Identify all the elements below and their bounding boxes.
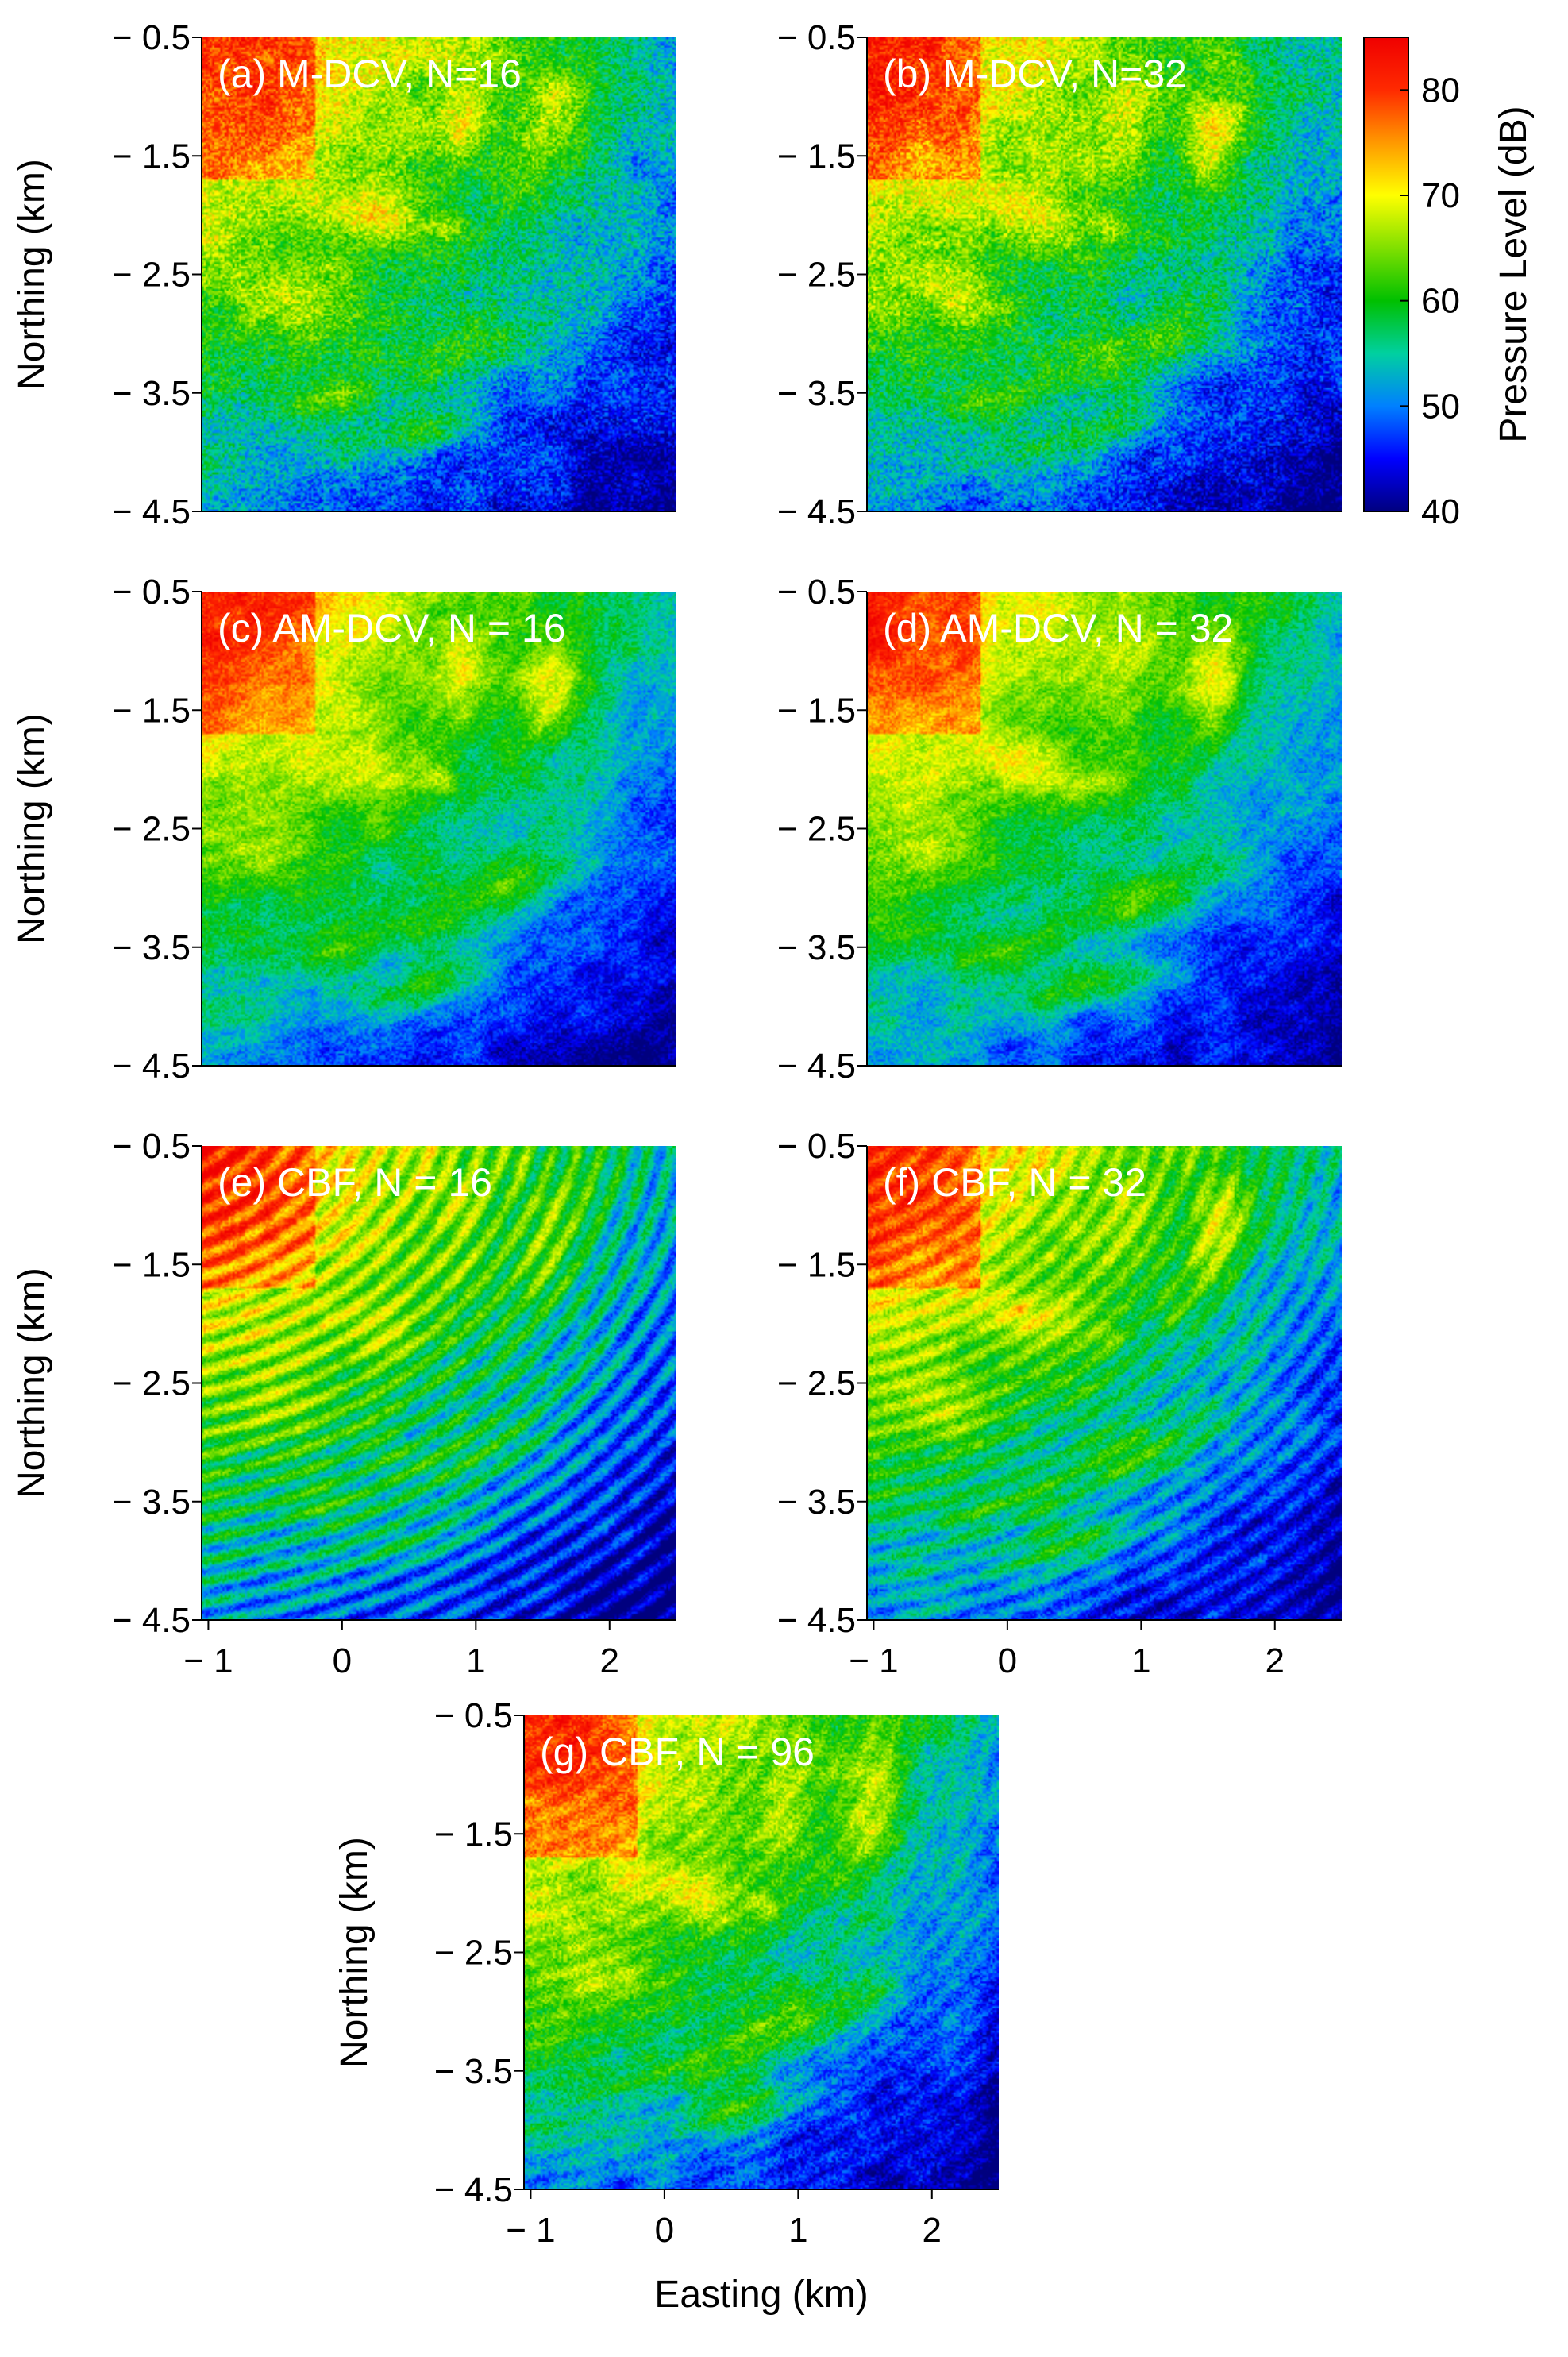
panel-f: (f) CBF, N = 32 − 0.5 − 1.5 − 2.5 − 3.5 − 4.5… — [777, 1127, 1342, 1680]
y-tick-label-b: − 4.5 — [777, 492, 856, 531]
y-tick-label-g: − 4.5 — [434, 2170, 513, 2209]
colorbar-tick-label: 60 — [1421, 282, 1460, 321]
panel-b: (b) M-DCV, N=32 − 0.5 − 1.5 − 2.5 − 3.5 − 4.5 — [777, 18, 1342, 531]
colorbar-label: Pressure Level (dB) — [1493, 106, 1535, 442]
y-tick-label-a: − 1.5 — [112, 137, 191, 176]
y-tick-label-e: − 4.5 — [112, 1601, 191, 1640]
heatmap-image-e — [202, 1146, 676, 1620]
panel-d: (d) AM-DCV, N = 32 − 0.5 − 1.5 − 2.5 − 3.5 − … — [777, 573, 1342, 1086]
x-tick-label-e: 2 — [600, 1641, 619, 1680]
colorbar: 80 70 60 50 40 Pressure Level (dB) — [1363, 37, 1535, 531]
x-tick-label-e: 1 — [466, 1641, 485, 1680]
panel-title-d: (d) AM-DCV, N = 32 — [883, 606, 1233, 650]
y-tick-label-c: − 2.5 — [112, 810, 191, 849]
y-tick-label-f: − 4.5 — [777, 1601, 856, 1640]
y-tick-label-e: − 3.5 — [112, 1483, 191, 1522]
y-tick-label-f: − 3.5 — [777, 1483, 856, 1522]
colorbar-tick-label: 80 — [1421, 71, 1460, 110]
heatmap-image-b — [867, 37, 1342, 511]
x-tick-label-f: − 1 — [849, 1641, 898, 1680]
colorbar-gradient — [1363, 37, 1409, 512]
heatmap-image-c — [202, 592, 676, 1066]
y-tick-label-b: − 2.5 — [777, 256, 856, 295]
panel-g: (g) CBF, N = 96 − 0.5 − 1.5 − 2.5 − 3.5 − 4.5… — [333, 1696, 999, 2316]
y-tick-label-g: − 1.5 — [434, 1815, 513, 1854]
y-tick-label-b: − 3.5 — [777, 374, 856, 413]
panel-title-b: (b) M-DCV, N=32 — [883, 52, 1187, 96]
x-tick-label-e: − 1 — [183, 1641, 233, 1680]
y-tick-label-f: − 2.5 — [777, 1364, 856, 1403]
y-tick-label-c: − 3.5 — [112, 928, 191, 967]
y-tick-label-d: − 0.5 — [777, 573, 856, 611]
y-tick-label-g: − 0.5 — [434, 1696, 513, 1735]
x-tick-label-g: − 1 — [506, 2211, 555, 2250]
panel-a: (a) M-DCV, N=16 − 0.5 − 1.5 − 2.5 − 3.5 − 4.5… — [11, 18, 676, 531]
panel-title-f: (f) CBF, N = 32 — [883, 1160, 1146, 1205]
x-tick-label-g: 1 — [788, 2211, 807, 2250]
y-tick-label-a: − 0.5 — [112, 18, 191, 57]
y-axis-label-g: Northing (km) — [333, 1837, 376, 2068]
y-tick-label-d: − 3.5 — [777, 928, 856, 967]
y-tick-label-f: − 1.5 — [777, 1245, 856, 1284]
y-tick-label-b: − 1.5 — [777, 137, 856, 176]
panel-c: (c) AM-DCV, N = 16 − 0.5 − 1.5 − 2.5 − 3.5 − … — [11, 573, 676, 1086]
y-axis-label-c: Northing (km) — [11, 713, 53, 944]
y-tick-label-d: − 2.5 — [777, 810, 856, 849]
y-tick-label-a: − 4.5 — [112, 492, 191, 531]
x-tick-label-f: 1 — [1131, 1641, 1150, 1680]
y-tick-label-d: − 1.5 — [777, 691, 856, 730]
panels: (a) M-DCV, N=16 − 0.5 − 1.5 − 2.5 − 3.5 − 4.5… — [11, 18, 1342, 2316]
y-tick-label-a: − 3.5 — [112, 374, 191, 413]
x-tick-label-e: 0 — [333, 1641, 352, 1680]
y-tick-label-c: − 4.5 — [112, 1047, 191, 1086]
y-tick-label-e: − 1.5 — [112, 1245, 191, 1284]
y-axis-label-e: Northing (km) — [11, 1267, 53, 1499]
heatmap-image-a — [202, 37, 676, 511]
x-tick-label-g: 0 — [655, 2211, 674, 2250]
panel-title-g: (g) CBF, N = 96 — [540, 1730, 815, 1774]
panel-title-c: (c) AM-DCV, N = 16 — [218, 606, 566, 650]
colorbar-tick-label: 50 — [1421, 387, 1460, 426]
y-tick-label-g: − 3.5 — [434, 2052, 513, 2091]
y-tick-label-c: − 1.5 — [112, 691, 191, 730]
x-tick-label-f: 2 — [1266, 1641, 1285, 1680]
y-tick-label-g: − 2.5 — [434, 1934, 513, 1973]
y-tick-label-e: − 0.5 — [112, 1127, 191, 1166]
panel-title-e: (e) CBF, N = 16 — [218, 1160, 492, 1205]
colorbar-tick-label: 40 — [1421, 492, 1460, 531]
y-tick-label-c: − 0.5 — [112, 573, 191, 611]
panel-e: (e) CBF, N = 16 − 0.5 − 1.5 − 2.5 − 3.5 − 4.5… — [11, 1127, 676, 1680]
y-tick-label-b: − 0.5 — [777, 18, 856, 57]
colorbar-tick-label: 70 — [1421, 176, 1460, 215]
heatmap-image-f — [867, 1146, 1342, 1620]
heatmap-image-d — [867, 592, 1342, 1066]
x-tick-label-f: 0 — [998, 1641, 1017, 1680]
x-tick-label-g: 2 — [923, 2211, 942, 2250]
y-tick-label-a: − 2.5 — [112, 256, 191, 295]
x-axis-label: Easting (km) — [654, 2274, 868, 2316]
y-tick-label-d: − 4.5 — [777, 1047, 856, 1086]
heatmap-image-g — [524, 1715, 999, 2189]
y-tick-label-e: − 2.5 — [112, 1364, 191, 1403]
y-axis-label-a: Northing (km) — [11, 159, 53, 390]
panel-title-a: (a) M-DCV, N=16 — [218, 52, 522, 96]
y-tick-label-f: − 0.5 — [777, 1127, 856, 1166]
